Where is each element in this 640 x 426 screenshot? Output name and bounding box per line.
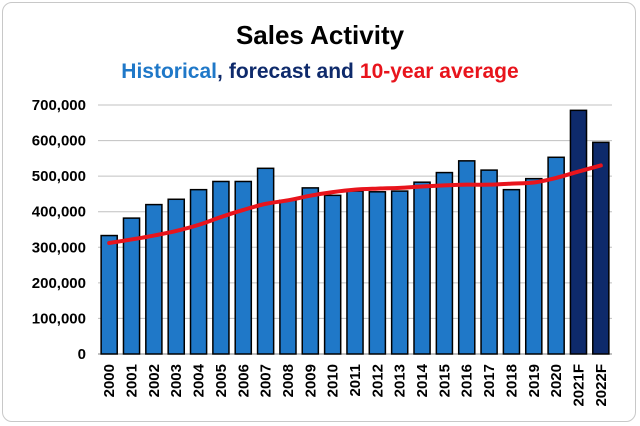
x-tick-label: 2010 — [325, 364, 342, 397]
y-tick-label: 600,000 — [32, 133, 86, 150]
bar-2020 — [547, 156, 565, 355]
subtitle-historical: Historical — [121, 60, 217, 83]
y-tick-label: 500,000 — [32, 168, 86, 185]
x-tick-label: 2007 — [258, 364, 275, 397]
bar-2012 — [368, 191, 387, 355]
bar-2004 — [189, 188, 208, 355]
y-tick-label: 700,000 — [32, 97, 86, 114]
bar-2013 — [390, 190, 409, 355]
x-tick-label: 2020 — [548, 364, 565, 397]
bar-2011 — [346, 190, 364, 355]
subtitle-forecast: forecast — [229, 60, 311, 83]
y-tick-label: 0 — [78, 346, 86, 363]
bar-2005 — [212, 180, 230, 355]
x-tick-label: 2005 — [213, 364, 230, 397]
subtitle-and: and — [317, 60, 354, 83]
x-tick-label: 2003 — [168, 364, 185, 397]
bar-2000 — [100, 234, 118, 355]
subtitle-comma: , — [217, 60, 223, 83]
average-line-path — [107, 163, 603, 246]
y-tick-label: 300,000 — [32, 239, 86, 256]
average-line — [107, 163, 603, 246]
bars — [100, 109, 610, 355]
bar-2001 — [122, 217, 141, 355]
bar-2014 — [413, 181, 431, 355]
bar-2018 — [502, 188, 521, 355]
x-tick-label: 2021F — [570, 364, 587, 407]
x-tick-label: 2016 — [459, 364, 476, 397]
bar-2009 — [301, 187, 320, 355]
x-tick-label: 2012 — [369, 364, 386, 397]
chart-frame — [2, 2, 636, 422]
y-tick-label: 100,000 — [32, 310, 86, 327]
bar-2007 — [256, 167, 275, 355]
bar-2016 — [457, 160, 476, 355]
x-tick-label: 2002 — [146, 364, 163, 397]
x-tick-label: 2017 — [481, 364, 498, 397]
y-tick-label: 200,000 — [32, 275, 86, 292]
x-tick-label: 2015 — [436, 364, 453, 397]
x-tick-label: 2018 — [503, 364, 520, 397]
bar-2017 — [480, 169, 498, 355]
x-tick-label: 2006 — [235, 364, 252, 397]
y-tick-label: 400,000 — [32, 204, 86, 221]
x-tick-label: 2000 — [101, 364, 118, 397]
bar-2010 — [323, 194, 342, 355]
chart-title: Sales Activity — [236, 20, 405, 50]
x-tick-label: 2004 — [191, 363, 208, 397]
bar-2006 — [234, 180, 253, 355]
x-tick-label: 2009 — [302, 364, 319, 397]
x-tick-label: 2001 — [124, 364, 141, 397]
x-axis-tick-labels: 2000 2001 2002 2003 2004 2005 2006 2007 2008 2009… — [101, 363, 610, 406]
bar-2003 — [167, 198, 186, 355]
bar-2022F — [592, 141, 610, 355]
bar-2019 — [524, 177, 543, 355]
x-tick-label: 2013 — [392, 364, 409, 397]
x-tick-label: 2011 — [347, 364, 364, 397]
x-tick-label: 2014 — [414, 363, 431, 397]
x-tick-label: 2019 — [526, 364, 543, 397]
bar-2008 — [279, 199, 297, 355]
chart-subtitle: Historical, forecast and 10-year average — [121, 60, 518, 83]
x-tick-label: 2022F — [593, 364, 610, 407]
subtitle-average: 10-year average — [360, 60, 519, 83]
bar-2015 — [435, 171, 454, 355]
bar-2021F — [569, 109, 588, 355]
x-tick-label: 2008 — [280, 364, 297, 397]
bar-2002 — [145, 203, 163, 355]
y-axis-tick-labels: 0 100,000 200,000 300,000 400,000 500,000 600,… — [32, 97, 86, 363]
